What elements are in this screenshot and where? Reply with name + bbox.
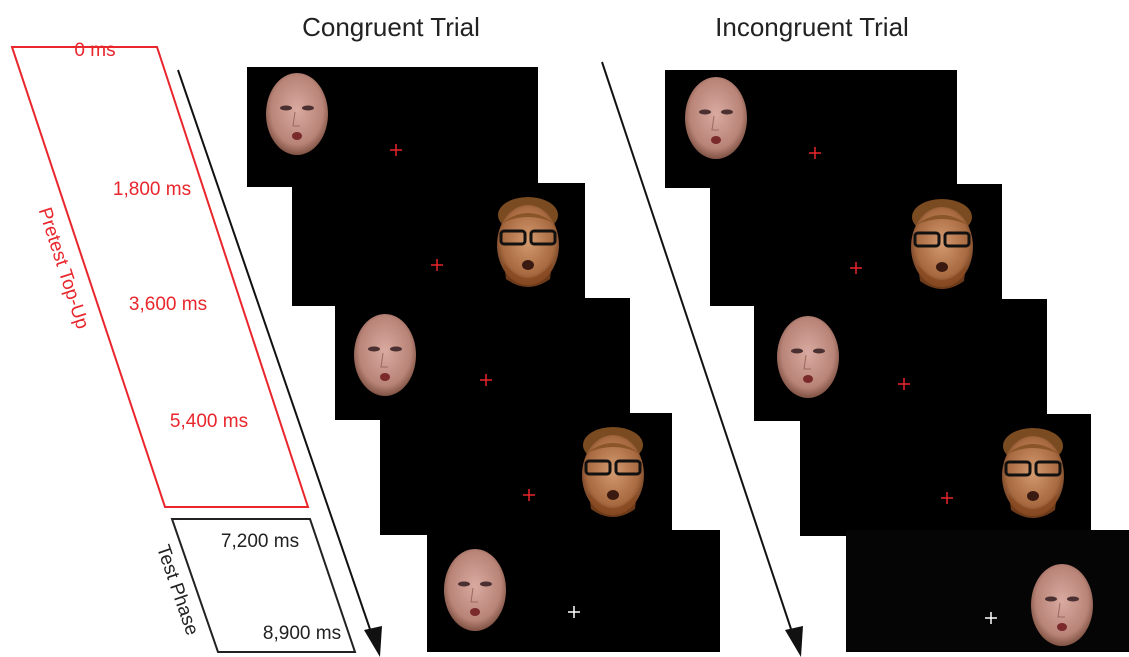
fixation-cross bbox=[985, 612, 997, 624]
face bbox=[1000, 426, 1066, 520]
face bbox=[265, 72, 329, 156]
fixation-cross bbox=[390, 144, 535, 501]
fixation-cross bbox=[568, 606, 580, 618]
phase-label: Pretest Top-Up bbox=[34, 205, 93, 332]
face bbox=[353, 313, 417, 397]
incongruent-frames bbox=[665, 70, 1129, 652]
arrow-head bbox=[785, 626, 803, 657]
face bbox=[1030, 563, 1094, 647]
face bbox=[443, 548, 507, 632]
face bbox=[776, 315, 840, 399]
title: Incongruent Trial bbox=[715, 12, 909, 42]
time-label: 3,600 ms bbox=[129, 294, 207, 315]
face bbox=[909, 197, 975, 291]
phase-label: Test Phase bbox=[152, 542, 202, 638]
time-label: 8,900 ms bbox=[263, 623, 341, 644]
face bbox=[580, 425, 646, 519]
time-arrow bbox=[177, 69, 373, 636]
congruent-frames bbox=[247, 67, 720, 652]
title: Congruent Trial bbox=[302, 12, 480, 42]
arrow-head bbox=[364, 626, 382, 657]
time-label: 0 ms bbox=[74, 40, 115, 61]
pretest-box bbox=[10, 46, 310, 508]
time-label: 7,200 ms bbox=[221, 531, 299, 552]
face bbox=[495, 195, 561, 289]
face bbox=[684, 76, 748, 160]
time-arrow bbox=[601, 61, 794, 636]
time-label: 5,400 ms bbox=[170, 411, 248, 432]
test-box bbox=[170, 518, 357, 653]
fixation-cross bbox=[809, 147, 953, 504]
time-label: 1,800 ms bbox=[113, 179, 191, 200]
